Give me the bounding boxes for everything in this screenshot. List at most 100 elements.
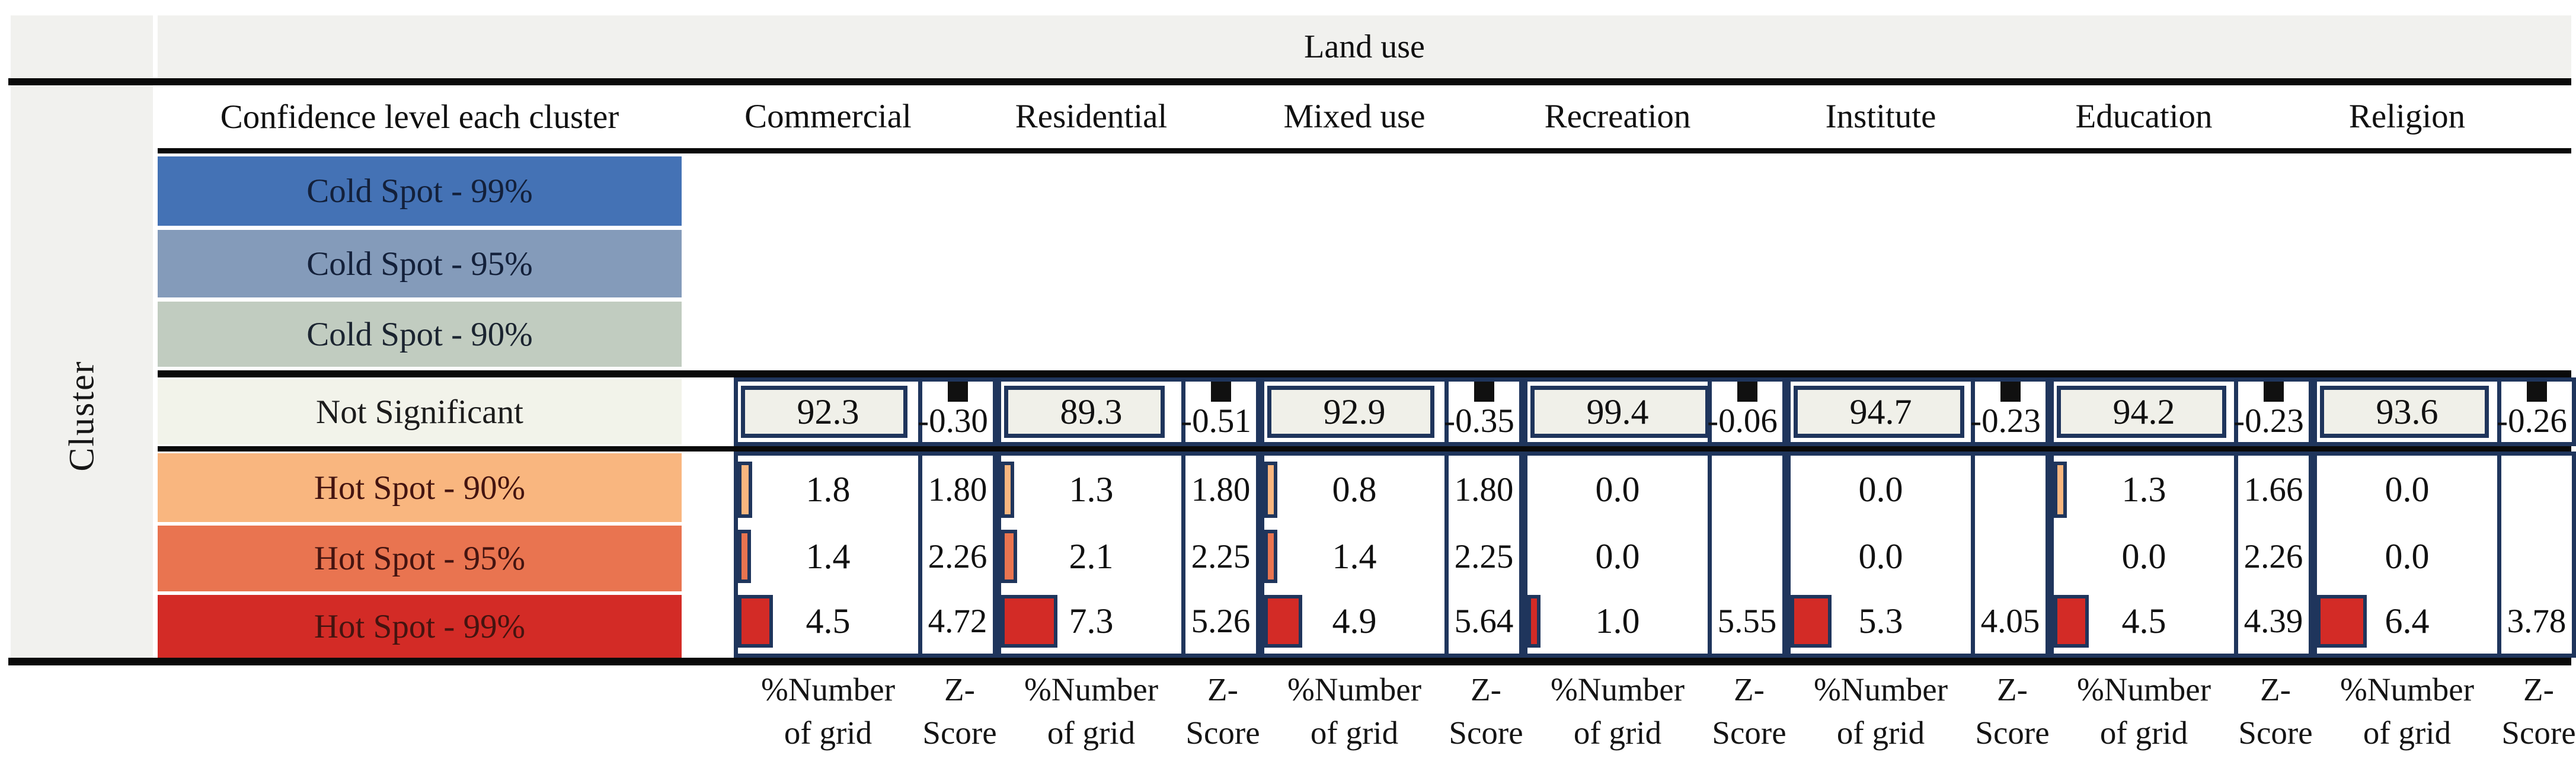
z-cell-hot_99-commercial: 4.72 bbox=[928, 603, 987, 640]
pct-value-hot_95-education: 0.0 bbox=[2121, 536, 2166, 576]
pct-cell-hot_99-recreation: 1.0 bbox=[1527, 589, 1708, 654]
column-header-education: Education bbox=[2075, 97, 2213, 135]
footer-z-label-education: Z- Score bbox=[2238, 668, 2313, 754]
z-cell-hot_95-religion bbox=[2501, 524, 2572, 589]
z-cell-hot_99-education: 4.39 bbox=[2243, 603, 2303, 640]
pct-value-not-significant-recreation: 99.4 bbox=[1586, 392, 1649, 431]
rule-below-not-significant bbox=[158, 446, 2571, 452]
footer-pct-line1-religion: %Number bbox=[2340, 671, 2475, 707]
bar-hot_95-mixed-use bbox=[1264, 530, 1277, 583]
footer-pct-line1-mixed-use: %Number bbox=[1287, 671, 1422, 707]
z-column-education: 1.66 2.26 4.39 bbox=[2238, 456, 2309, 654]
footer-z-line1-commercial: Z- bbox=[944, 671, 975, 707]
confidence-level-header: Confidence level each cluster bbox=[220, 98, 619, 136]
row-label-hot-spot-90: Hot Spot - 90% bbox=[158, 453, 682, 522]
bar-hot_99-recreation bbox=[1527, 595, 1541, 648]
z-cell-hot_90-institute bbox=[1975, 456, 2046, 524]
not-significant-bar-institute bbox=[1794, 386, 1964, 438]
bar-hot_90-residential bbox=[1001, 462, 1014, 518]
not-significant-bar-education bbox=[2057, 386, 2227, 438]
row-label-cold-spot-90: Cold Spot - 90% bbox=[158, 302, 682, 367]
footer-z-line2-education: Score bbox=[2238, 714, 2313, 751]
footer-z-line2-religion: Score bbox=[2501, 714, 2576, 751]
pct-cell-not-significant-recreation: 99.4 bbox=[1527, 382, 1712, 442]
pct-column-religion: 0.0 0.0 6.4 bbox=[2317, 456, 2501, 654]
rule-below-column-headers bbox=[158, 148, 2571, 153]
z-cell-hot_95-residential: 2.25 bbox=[1191, 537, 1251, 575]
pct-value-hot_95-recreation: 0.0 bbox=[1595, 536, 1640, 576]
footer-z-label-religion: Z- Score bbox=[2501, 668, 2576, 754]
pct-cell-hot_95-institute: 0.0 bbox=[1791, 524, 1971, 589]
z-value-not-significant-education: -0.23 bbox=[2233, 402, 2304, 440]
not-significant-bar-recreation bbox=[1530, 386, 1710, 438]
pct-value-hot_95-commercial: 1.4 bbox=[806, 536, 851, 576]
footer-z-label-residential: Z- Score bbox=[1185, 668, 1260, 754]
z-cell-hot_99-recreation: 5.55 bbox=[1717, 603, 1777, 640]
hot-spot-box-education: 1.3 0.0 4.5 1.66 2.26 4.39 bbox=[2050, 452, 2313, 658]
bar-hot_99-residential bbox=[1001, 595, 1058, 648]
pct-cell-hot_90-religion: 0.0 bbox=[2317, 456, 2497, 524]
pct-value-hot_99-commercial: 4.5 bbox=[806, 601, 851, 641]
cluster-axis-strip: Cluster bbox=[11, 15, 153, 658]
footer-pct-line1-education: %Number bbox=[2076, 671, 2211, 707]
pct-cell-hot_99-commercial: 4.5 bbox=[738, 589, 918, 654]
bar-hot_95-residential bbox=[1001, 530, 1018, 583]
column-header-residential: Residential bbox=[1015, 97, 1168, 135]
rule-bottom bbox=[8, 658, 2571, 665]
pct-value-hot_95-religion: 0.0 bbox=[2385, 536, 2430, 576]
not-significant-bar-religion bbox=[2320, 386, 2489, 438]
z-cell-hot_95-education: 2.26 bbox=[2243, 537, 2303, 575]
pct-cell-hot_95-mixed-use: 1.4 bbox=[1264, 524, 1444, 589]
footer-z-line1-mixed-use: Z- bbox=[1471, 671, 1501, 707]
pct-value-hot_95-residential: 2.1 bbox=[1069, 536, 1114, 576]
z-value-not-significant-mixed-use: -0.35 bbox=[1444, 402, 1514, 440]
pct-value-hot_99-institute: 5.3 bbox=[1858, 601, 1903, 641]
footer-z-line1-education: Z- bbox=[2260, 671, 2291, 707]
bar-hot_99-education bbox=[2054, 595, 2089, 648]
row-label-hot-spot-95: Hot Spot - 95% bbox=[158, 526, 682, 591]
pct-cell-not-significant-institute: 94.7 bbox=[1791, 382, 1975, 442]
z-cell-not-significant-institute: -0.23 bbox=[1970, 382, 2046, 442]
not-significant-box-mixed-use: 92.9 -0.35 bbox=[1260, 377, 1523, 446]
footer-pct-line2-residential: of grid bbox=[1047, 714, 1136, 751]
z-cell-hot_99-religion: 3.78 bbox=[2507, 603, 2567, 640]
footer-pct-line2-education: of grid bbox=[2099, 714, 2188, 751]
footer-z-label-recreation: Z- Score bbox=[1712, 668, 1786, 754]
footer-pct-line1-institute: %Number bbox=[1813, 671, 1948, 707]
pct-value-hot_90-institute: 0.0 bbox=[1858, 470, 1903, 509]
rule-above-not-significant bbox=[158, 370, 2571, 377]
z-cell-hot_95-mixed-use: 2.25 bbox=[1454, 537, 1514, 575]
pct-cell-not-significant-mixed-use: 92.9 bbox=[1264, 382, 1449, 442]
z-cell-hot_95-commercial: 2.26 bbox=[928, 537, 987, 575]
footer-z-label-mixed-use: Z- Score bbox=[1449, 668, 1523, 754]
z-cell-hot_90-education: 1.66 bbox=[2243, 471, 2303, 508]
pct-cell-hot_90-mixed-use: 0.8 bbox=[1264, 456, 1444, 524]
pct-value-hot_99-recreation: 1.0 bbox=[1595, 601, 1640, 641]
column-header-mixed-use: Mixed use bbox=[1283, 97, 1426, 135]
pct-value-hot_90-mixed-use: 0.8 bbox=[1332, 470, 1377, 509]
pct-cell-not-significant-education: 94.2 bbox=[2054, 382, 2238, 442]
pct-value-hot_90-education: 1.3 bbox=[2121, 470, 2166, 509]
not-significant-box-institute: 94.7 -0.23 bbox=[1786, 377, 2050, 446]
z-cell-hot_99-institute: 4.05 bbox=[1980, 603, 2040, 640]
z-cell-not-significant-religion: -0.26 bbox=[2497, 382, 2572, 442]
z-value-not-significant-religion: -0.26 bbox=[2497, 402, 2567, 440]
pct-value-hot_99-religion: 6.4 bbox=[2385, 601, 2430, 641]
pct-cell-hot_95-commercial: 1.4 bbox=[738, 524, 918, 589]
pct-value-hot_95-mixed-use: 1.4 bbox=[1332, 536, 1377, 576]
pct-cell-hot_90-commercial: 1.8 bbox=[738, 456, 918, 524]
footer-pct-line1-recreation: %Number bbox=[1550, 671, 1685, 707]
footer-pct-label-recreation: %Number of grid bbox=[1523, 668, 1712, 754]
footer-pct-line1-commercial: %Number bbox=[760, 671, 896, 707]
z-column-religion: 3.78 bbox=[2501, 456, 2572, 654]
footer-pct-line2-recreation: of grid bbox=[1573, 714, 1662, 751]
not-significant-box-education: 94.2 -0.23 bbox=[2050, 377, 2313, 446]
z-column-recreation: 5.55 bbox=[1712, 456, 1782, 654]
footer-pct-line2-religion: of grid bbox=[2363, 714, 2452, 751]
not-significant-bar-residential bbox=[1004, 386, 1165, 438]
footer-pct-label-mixed-use: %Number of grid bbox=[1260, 668, 1449, 754]
pct-cell-hot_90-residential: 1.3 bbox=[1001, 456, 1181, 524]
bar-hot_90-commercial bbox=[738, 462, 752, 518]
column-header-religion: Religion bbox=[2348, 97, 2466, 135]
z-cell-not-significant-education: -0.23 bbox=[2233, 382, 2309, 442]
